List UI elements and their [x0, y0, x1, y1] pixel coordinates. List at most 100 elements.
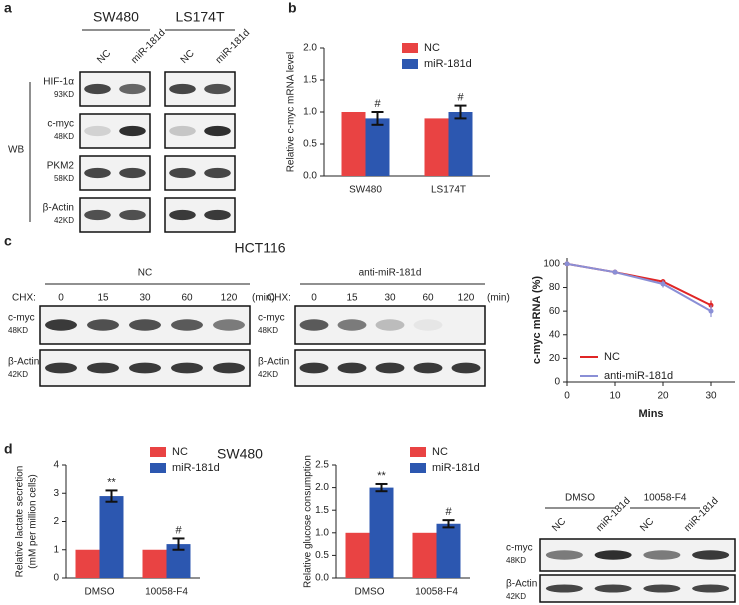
blot-band [299, 319, 329, 331]
lane-label: NC [638, 516, 656, 534]
blot-band [87, 362, 119, 374]
y-tick-label: 3 [53, 488, 59, 499]
unit-label: (min) [487, 293, 510, 304]
y-tick-label: 2.0 [303, 43, 317, 54]
blot-band [692, 550, 730, 560]
bar [99, 496, 124, 578]
x-axis-label: Mins [638, 408, 663, 420]
protein-label: c-myc [506, 543, 533, 554]
blot-band [45, 362, 77, 374]
blot-band [169, 125, 196, 137]
time-label: 15 [346, 293, 358, 304]
blot-band [545, 584, 583, 593]
bar [412, 532, 437, 578]
protein-label: β-Actin [43, 203, 74, 214]
size-label: 93KD [54, 90, 74, 99]
lane-label: miR-181d [682, 496, 720, 534]
size-label: 48KD [506, 556, 526, 565]
treatment-label: CHX: [267, 293, 291, 304]
bar [345, 532, 370, 578]
blot-band [171, 362, 203, 374]
x-tick-label: 10058-F4 [145, 587, 188, 598]
blot-band [204, 83, 231, 95]
blot-band [119, 209, 146, 221]
lane-label: miR-181d [129, 28, 167, 66]
y-tick-label: 0.5 [303, 139, 317, 150]
blot-band [545, 550, 583, 560]
x-tick-label: 10058-F4 [415, 587, 458, 598]
size-label: 48KD [54, 132, 74, 141]
bar [369, 487, 394, 578]
x-tick-label: 30 [705, 391, 717, 402]
protein-label: β-Actin [506, 579, 537, 590]
legend-swatch [402, 43, 418, 53]
blot-band [594, 550, 632, 560]
legend-swatch [150, 463, 166, 473]
blot-band [169, 167, 196, 179]
y-tick-label: 20 [549, 353, 561, 364]
y-tick-label: 0 [53, 573, 59, 584]
y-tick-label: 4 [53, 460, 59, 471]
protein-label: β-Actin [258, 357, 289, 368]
blot-band [692, 584, 730, 593]
legend-swatch [410, 463, 426, 473]
cell-line: LS174T [175, 9, 224, 25]
size-label: 48KD [8, 326, 28, 335]
y-tick-label: 100 [543, 259, 560, 270]
blot-band [169, 209, 196, 221]
blot-band [204, 209, 231, 221]
protein-label: c-myc [47, 119, 74, 130]
lane-label: NC [179, 48, 197, 66]
bar [448, 112, 473, 176]
group-label: anti-miR-181d [359, 268, 422, 279]
blot-band [451, 362, 481, 374]
significance-mark: # [374, 98, 381, 110]
legend-label: NC [424, 42, 440, 54]
blot-band [129, 319, 161, 331]
protein-label: c-myc [8, 313, 35, 324]
y-tick-label: 1.5 [303, 75, 317, 86]
x-tick-label: LS174T [431, 185, 466, 196]
blot-band [87, 319, 119, 331]
time-label: 30 [139, 293, 151, 304]
point [708, 308, 714, 314]
size-label: 48KD [258, 326, 278, 335]
panel-label: b [288, 0, 297, 16]
legend-label: miR-181d [432, 462, 480, 474]
y-tick-label: 0.0 [315, 573, 329, 584]
time-label: 15 [97, 293, 109, 304]
y-tick-label: 60 [549, 306, 561, 317]
legend-label: miR-181d [424, 58, 472, 70]
x-tick-label: 20 [657, 391, 669, 402]
point [660, 281, 666, 287]
legend-label: NC [604, 351, 620, 363]
size-label: 42KD [8, 370, 28, 379]
y-tick-label: 0.0 [303, 171, 317, 182]
y-tick-label: 0.5 [315, 550, 329, 561]
y-tick-label: 2.0 [315, 482, 329, 493]
blot-band [84, 83, 111, 95]
unit-label: (min) [252, 293, 275, 304]
legend-swatch [410, 447, 426, 457]
group-label: NC [138, 268, 152, 279]
protein-label: c-myc [258, 313, 285, 324]
blot-title: HCT116 [234, 240, 285, 256]
blot-band [119, 167, 146, 179]
size-label: 42KD [506, 592, 526, 601]
protein-label: β-Actin [8, 357, 39, 368]
panel-label: a [4, 0, 12, 16]
legend-label: NC [172, 446, 188, 458]
x-tick-label: 10 [609, 391, 621, 402]
blot-band [643, 550, 681, 560]
blot-band [337, 362, 367, 374]
legend-label: miR-181d [172, 462, 220, 474]
y-tick-label: 1.0 [315, 527, 329, 538]
y-axis-label: (mM per million cells) [28, 474, 39, 568]
time-label: 60 [181, 293, 193, 304]
y-axis-label: Relative c-myc mRNA level [286, 52, 297, 173]
bar [341, 112, 366, 176]
panel-label: d [4, 441, 13, 457]
lane-label: miR-181d [594, 496, 632, 534]
bar [436, 523, 461, 578]
